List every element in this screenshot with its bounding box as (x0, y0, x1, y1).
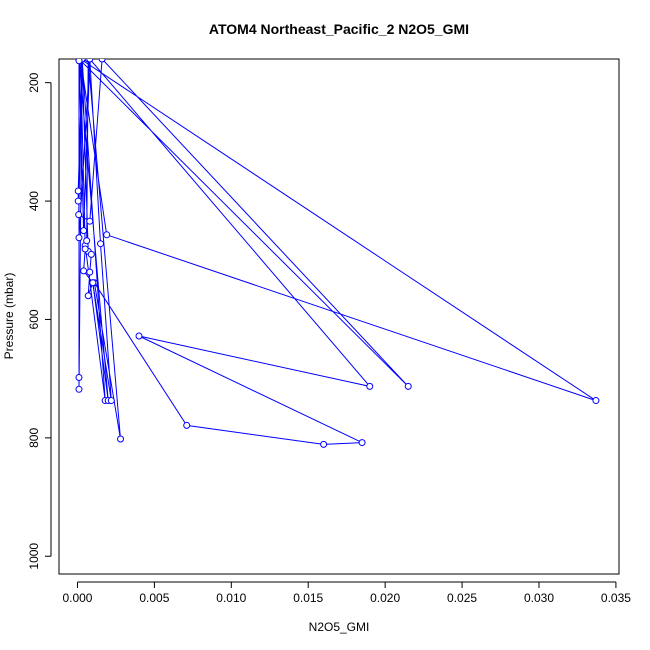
x-tick-label: 0.035 (601, 591, 631, 605)
data-point (87, 250, 95, 258)
x-tick-label: 0.005 (139, 591, 169, 605)
data-point (404, 382, 412, 390)
y-tick-label: 600 (27, 309, 41, 329)
x-tick-label: 0.025 (447, 591, 477, 605)
data-point (75, 385, 83, 393)
data-point (86, 217, 94, 225)
data-point (117, 435, 125, 443)
chart-title: ATOM4 Northeast_Pacific_2 N2O5_GMI (209, 21, 469, 37)
y-axis-label: Pressure (mbar) (2, 273, 16, 360)
data-point (366, 382, 374, 390)
data-point (75, 234, 83, 242)
data-point (592, 397, 600, 405)
x-tick-label: 0.020 (370, 591, 400, 605)
data-point (98, 59, 106, 63)
data-point (74, 187, 82, 195)
data-point (81, 245, 89, 253)
data-point (75, 211, 83, 219)
data-point (183, 421, 191, 429)
data-point (89, 279, 97, 287)
x-tick-label: 0.015 (293, 591, 323, 605)
data-point (75, 59, 83, 65)
y-tick-label: 200 (27, 72, 41, 92)
data-point (74, 197, 82, 205)
y-tick-label: 800 (27, 428, 41, 448)
y-tick-label: 400 (27, 191, 41, 211)
x-tick-label: 0.030 (524, 591, 554, 605)
y-axis: 200 400 600 800 1000 (27, 72, 52, 570)
data-point (84, 292, 92, 300)
data-point (107, 397, 115, 405)
series-line (77, 59, 597, 445)
y-tick-label: 1000 (27, 543, 41, 570)
data-point (135, 332, 143, 340)
series-layer (74, 59, 600, 448)
x-tick-label: 0.000 (62, 591, 92, 605)
data-point (103, 231, 111, 239)
data-point (75, 373, 83, 381)
data-point (320, 440, 328, 448)
series-group (74, 59, 600, 448)
x-axis: 0.000 0.005 0.010 0.015 0.020 0.025 0.030 0.035 (62, 581, 631, 605)
x-axis-label: N2O5_GMI (309, 620, 370, 634)
x-tick-label: 0.010 (216, 591, 246, 605)
data-point (86, 59, 94, 63)
data-point (358, 439, 366, 447)
data-point (80, 267, 88, 275)
data-point (83, 237, 91, 245)
data-point (97, 240, 105, 248)
data-point (80, 227, 88, 235)
data-point (86, 268, 94, 276)
plot-area-frame (58, 58, 620, 575)
